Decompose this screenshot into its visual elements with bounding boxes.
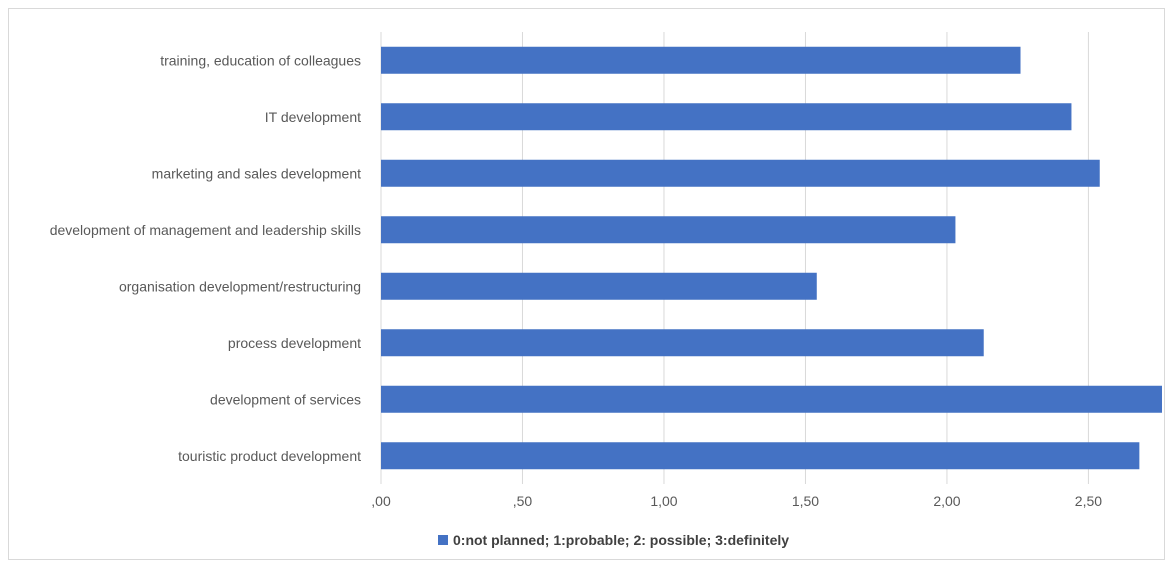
x-tick-label: 2,00 <box>933 493 960 509</box>
category-label: development of services <box>210 391 361 407</box>
category-label: IT development <box>265 109 361 125</box>
bar <box>381 103 1072 131</box>
bar <box>381 385 1162 413</box>
bar <box>381 159 1100 187</box>
x-tick-label: 1,00 <box>650 493 677 509</box>
x-tick-label: ,00 <box>371 493 391 509</box>
bar <box>381 216 956 244</box>
category-labels: touristic product development development… <box>50 52 361 464</box>
x-tick-label: 1,50 <box>792 493 819 509</box>
gridlines <box>380 32 1089 484</box>
bar <box>381 442 1140 470</box>
category-label: marketing and sales development <box>152 165 361 181</box>
x-tick-label: ,50 <box>513 493 533 509</box>
bar <box>381 272 817 300</box>
legend-swatch <box>438 535 448 545</box>
category-label: touristic product development <box>178 448 361 464</box>
legend: 0:not planned; 1:probable; 2: possible; … <box>438 532 789 548</box>
category-label: process development <box>228 335 361 351</box>
bar <box>381 329 984 357</box>
bar <box>381 46 1021 74</box>
category-label: organisation development/restructuring <box>119 278 361 294</box>
category-label: development of management and leadership… <box>50 222 361 238</box>
legend-label: 0:not planned; 1:probable; 2: possible; … <box>453 532 789 548</box>
category-label: training, education of colleagues <box>160 52 361 68</box>
bars <box>381 46 1162 470</box>
x-tick-labels: ,00 ,50 1,00 1,50 2,00 2,50 <box>371 493 1102 509</box>
x-tick-label: 2,50 <box>1075 493 1102 509</box>
